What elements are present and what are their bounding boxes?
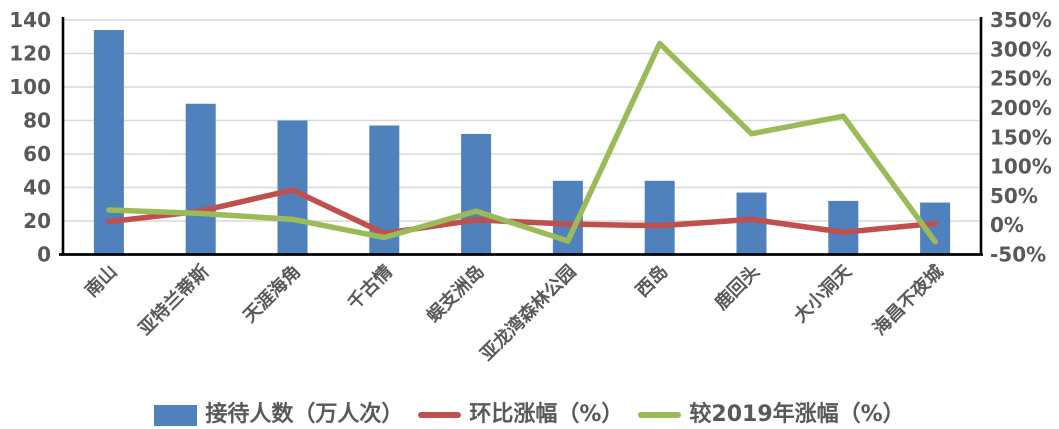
chart-legend: 接待人数（万人次） 环比涨幅（%） 较2019年涨幅（%） <box>0 404 1059 426</box>
green-line-series <box>106 40 938 245</box>
bar <box>461 133 492 255</box>
x-axis-label: 南山 <box>80 260 121 301</box>
left-axis-tick-label: 80 <box>23 109 51 133</box>
x-axis-label: 千古情 <box>343 260 397 314</box>
legend-swatch-green-line-icon <box>638 412 682 418</box>
left-axis-tick-label: 120 <box>9 42 51 66</box>
legend-item-mom-change: 环比涨幅（%） <box>418 404 623 426</box>
legend-swatch-bar-icon <box>154 404 198 426</box>
left-axis-tick-label: 0 <box>37 243 51 267</box>
x-axis-label: 西岛 <box>631 260 672 301</box>
right-axis-tick-label: 200% <box>990 96 1052 120</box>
legend-item-visitors: 接待人数（万人次） <box>154 404 403 426</box>
x-axis-label: 蜈支洲岛 <box>422 260 488 326</box>
right-axis-tick-label: 150% <box>990 125 1052 149</box>
right-axis-tick-label: 100% <box>990 155 1052 179</box>
x-axis-label: 天涯海角 <box>239 260 305 326</box>
right-axis-tick-label: 300% <box>990 37 1052 61</box>
left-axis-tick-label: 140 <box>9 8 51 32</box>
x-axis-label: 大小洞天 <box>789 260 856 327</box>
right-axis-tick-label: 50% <box>990 184 1038 208</box>
right-axis-tick-label: -50% <box>990 243 1046 267</box>
left-axis-tick-label: 20 <box>23 209 51 233</box>
x-axis-label: 亚龙湾森林公园 <box>476 260 581 365</box>
legend-label-mom-change: 环比涨幅（%） <box>469 402 624 427</box>
legend-item-vs2019-change: 较2019年涨幅（%） <box>638 402 905 427</box>
x-axis-label: 鹿回头 <box>710 260 764 314</box>
bar <box>185 103 216 255</box>
combo-chart: 0 20 40 60 80 100 120 140 -50% 0% 50% 100% 150% 200% 2… <box>9 8 1052 365</box>
bar <box>828 200 859 255</box>
bar <box>736 192 767 255</box>
red-line-series <box>106 187 938 237</box>
left-axis-tick-label: 40 <box>23 176 51 200</box>
bar <box>93 30 124 255</box>
legend-label-vs2019-change: 较2019年涨幅（%） <box>689 402 905 427</box>
legend-swatch-red-line-icon <box>418 412 462 418</box>
right-axis-tick-label: 0% <box>990 213 1024 237</box>
x-axis-label: 海昌不夜城 <box>868 260 947 339</box>
legend-label-visitors: 接待人数（万人次） <box>205 402 404 427</box>
left-axis-tick-label: 60 <box>23 142 51 166</box>
right-axis-tick-label: 350% <box>990 8 1052 32</box>
x-axis-label: 亚特兰蒂斯 <box>134 260 213 339</box>
left-axis-tick-label: 100 <box>9 75 51 99</box>
bar <box>644 180 675 255</box>
right-axis-tick-label: 250% <box>990 67 1052 91</box>
